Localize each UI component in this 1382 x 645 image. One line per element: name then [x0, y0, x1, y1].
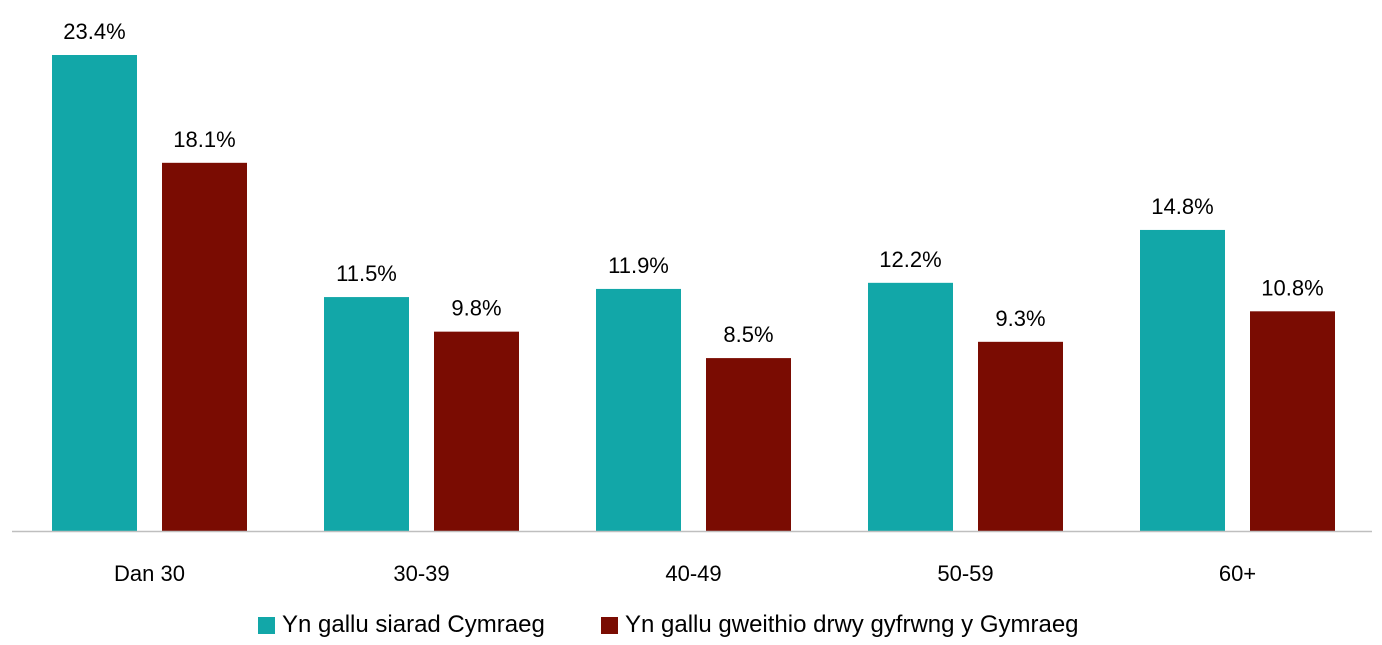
x-tick-label-3: 50-59	[937, 561, 993, 586]
legend: Yn gallu siarad Cymraeg Yn gallu gweithio…	[258, 611, 1079, 638]
legend-swatch-siarad	[258, 617, 275, 634]
bar-gweithio-0	[162, 162, 247, 532]
x-tick-labels: Dan 30 30-39 40-49 50-59 60+	[114, 561, 1256, 586]
legend-label-siarad: Yn gallu siarad Cymraeg	[282, 611, 545, 638]
data-label-gweithio-3: 9.3%	[995, 306, 1045, 331]
bar-gweithio-4	[1250, 311, 1335, 531]
bar-siarad-1	[324, 297, 409, 531]
data-label-gweithio-1: 9.8%	[451, 296, 501, 321]
data-label-siarad-4: 14.8%	[1151, 194, 1213, 219]
data-label-gweithio-4: 10.8%	[1261, 275, 1323, 300]
data-label-siarad-0: 23.4%	[63, 19, 125, 44]
data-label-siarad-2: 11.9%	[608, 253, 669, 278]
bar-siarad-0	[52, 55, 137, 531]
data-label-gweithio-0: 18.1%	[173, 127, 235, 152]
legend-swatch-gweithio	[601, 617, 618, 634]
bar-gweithio-3	[978, 341, 1063, 531]
x-tick-label-2: 40-49	[665, 561, 721, 586]
data-label-siarad-3: 12.2%	[879, 247, 941, 272]
bar-siarad-3	[868, 282, 953, 531]
bars-layer	[52, 55, 1335, 532]
bar-gweithio-2	[706, 358, 791, 531]
bar-siarad-4	[1140, 229, 1225, 531]
bar-siarad-2	[596, 288, 681, 531]
x-tick-label-4: 60+	[1219, 561, 1256, 586]
bar-gweithio-1	[434, 331, 519, 531]
x-tick-label-1: 30-39	[393, 561, 449, 586]
data-labels-layer: 23.4% 18.1% 11.5% 9.8% 11.9% 8.5% 12.2% 9.3% 14.…	[63, 19, 1323, 347]
data-label-gweithio-2: 8.5%	[723, 322, 773, 347]
x-tick-label-0: Dan 30	[114, 561, 185, 586]
legend-label-gweithio: Yn gallu gweithio drwy gyfrwng y Gymraeg	[625, 611, 1079, 638]
data-label-siarad-1: 11.5%	[336, 261, 397, 286]
